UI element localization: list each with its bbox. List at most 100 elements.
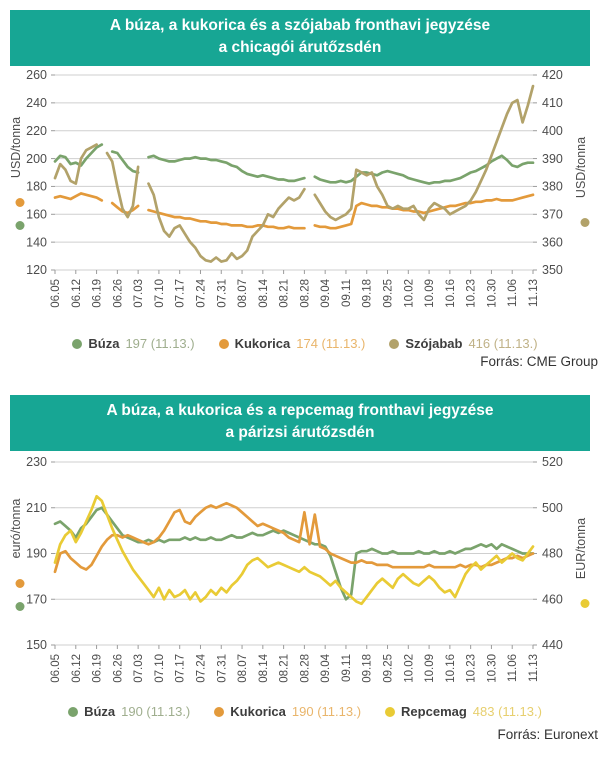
buza-series-name: Búza [88, 336, 120, 351]
szojabab-series-name: Szójabab [405, 336, 463, 351]
x-tick-label: 10.23 [466, 279, 478, 308]
x-tick-label: 06.05 [50, 654, 62, 683]
x-tick-label: 06.12 [71, 654, 83, 683]
chicago-title-line2: a chicagói árutőzsdén [218, 39, 382, 56]
right-tick-label: 360 [542, 235, 563, 249]
x-tick-label: 09.11 [341, 279, 353, 307]
x-tick-label: 06.26 [112, 279, 124, 308]
left-axis-unit-label: USD/tonna [9, 117, 23, 178]
repcemag-series-name: Repcemag [401, 704, 467, 719]
x-tick-label: 10.23 [466, 654, 478, 683]
right-tick-label: 440 [542, 638, 563, 652]
kukorica-paris-series-name: Kukorica [230, 704, 286, 719]
buza-series-value: 197 (11.13.) [125, 336, 195, 351]
right-tick-label: 410 [542, 96, 563, 110]
right-axis-unit-label: USD/tonna [574, 137, 588, 198]
buza-paris-series-dot [68, 706, 79, 717]
x-tick-label: 08.14 [258, 653, 270, 682]
x-tick-label: 07.03 [133, 279, 145, 308]
right-tick-label: 370 [542, 207, 563, 221]
x-tick-label: 09.11 [341, 654, 353, 682]
repcemag-series-value: 483 (11.13.) [472, 704, 542, 719]
series-line-kukorica [53, 192, 535, 230]
left-axis-series-dot [15, 221, 25, 230]
right-tick-label: 520 [542, 455, 563, 469]
buza-paris-series-name: Búza [84, 704, 116, 719]
x-tick-label: 07.10 [154, 654, 166, 683]
chicago-source-note: Forrás: CME Group [480, 354, 598, 369]
legend-item-buza-paris: Búza 190 (11.13.) [68, 704, 190, 719]
x-tick-label: 08.21 [279, 654, 291, 683]
x-tick-label: 10.16 [445, 279, 457, 308]
repcemag-series-dot [385, 706, 396, 717]
x-tick-label: 07.31 [216, 654, 228, 683]
x-tick-label: 10.30 [486, 279, 498, 308]
x-tick-label: 09.04 [320, 278, 332, 307]
series-line-búza [53, 506, 535, 601]
left-axis-unit-label: euró/tonna [9, 499, 23, 559]
kukorica-paris-series-dot [214, 706, 225, 717]
szojabab-series-dot [389, 338, 400, 349]
right-tick-label: 350 [542, 263, 563, 277]
left-axis-series-dot [15, 579, 25, 588]
chicago-legend: Búza 197 (11.13.) Kukorica 174 (11.13.) … [0, 336, 610, 351]
x-tick-label: 08.28 [299, 654, 311, 683]
x-tick-label: 11.06 [507, 654, 519, 682]
paris-title-line1: A búza, a kukorica és a repcemag frontha… [106, 402, 494, 419]
right-tick-label: 420 [542, 68, 563, 82]
legend-item-szojabab: Szójabab 416 (11.13.) [389, 336, 538, 351]
left-axis-series-dot [15, 602, 25, 611]
left-tick-label: 120 [26, 263, 47, 277]
x-tick-label: 09.25 [383, 654, 395, 683]
left-tick-label: 180 [26, 180, 47, 194]
left-tick-label: 190 [26, 547, 47, 561]
kukorica-series-value: 174 (11.13.) [296, 336, 366, 351]
x-tick-label: 07.17 [175, 654, 187, 683]
x-tick-label: 10.30 [486, 654, 498, 683]
x-tick-label: 07.31 [216, 279, 228, 308]
x-tick-label: 09.18 [362, 654, 374, 683]
right-axis-series-dot [580, 599, 590, 608]
series-line-repcemag [53, 494, 535, 606]
series-line-kukorica [53, 501, 535, 574]
legend-item-repcemag: Repcemag 483 (11.13.) [385, 704, 542, 719]
x-tick-label: 10.09 [424, 654, 436, 683]
buza-paris-series-value: 190 (11.13.) [121, 704, 191, 719]
x-tick-label: 10.02 [403, 654, 415, 683]
right-tick-label: 460 [542, 592, 563, 606]
chicago-title-line1: A búza, a kukorica és a szójabab frontha… [109, 17, 491, 34]
x-tick-label: 06.19 [92, 654, 104, 683]
x-tick-label: 07.24 [195, 278, 207, 307]
left-tick-label: 240 [26, 96, 47, 110]
x-tick-label: 10.02 [403, 279, 415, 308]
paris-chart-title: A búza, a kukorica és a repcemag frontha… [10, 395, 590, 451]
buza-series-dot [72, 338, 83, 349]
x-tick-label: 08.14 [258, 278, 270, 307]
left-tick-label: 200 [26, 152, 47, 166]
series-line-búza [53, 143, 535, 185]
legend-item-buza: Búza 197 (11.13.) [72, 336, 195, 351]
left-tick-label: 260 [26, 68, 47, 82]
left-tick-label: 230 [26, 455, 47, 469]
right-tick-label: 380 [542, 180, 563, 194]
x-tick-label: 10.09 [424, 279, 436, 308]
x-tick-label: 07.10 [154, 279, 166, 308]
paris-plot-area: 150 170 190 210 230 440 460 480 500 520 06.05 06.12… [9, 455, 590, 683]
x-tick-label: 09.18 [362, 279, 374, 308]
x-tick-label: 06.12 [71, 279, 83, 308]
left-axis-series-dot [15, 198, 25, 207]
left-tick-label: 210 [26, 501, 47, 515]
x-tick-label: 11.13 [528, 654, 540, 682]
left-tick-label: 160 [26, 207, 47, 221]
right-tick-label: 480 [542, 547, 563, 561]
szojabab-series-value: 416 (11.13.) [468, 336, 538, 351]
legend-item-kukorica: Kukorica 174 (11.13.) [218, 336, 366, 351]
left-tick-label: 220 [26, 124, 47, 138]
x-tick-label: 07.24 [195, 653, 207, 682]
kukorica-series-dot [218, 338, 229, 349]
right-axis-series-dot [580, 218, 590, 227]
x-tick-label: 09.25 [383, 279, 395, 308]
left-tick-label: 140 [26, 235, 47, 249]
right-axis-unit-label: EUR/tonna [574, 518, 588, 579]
